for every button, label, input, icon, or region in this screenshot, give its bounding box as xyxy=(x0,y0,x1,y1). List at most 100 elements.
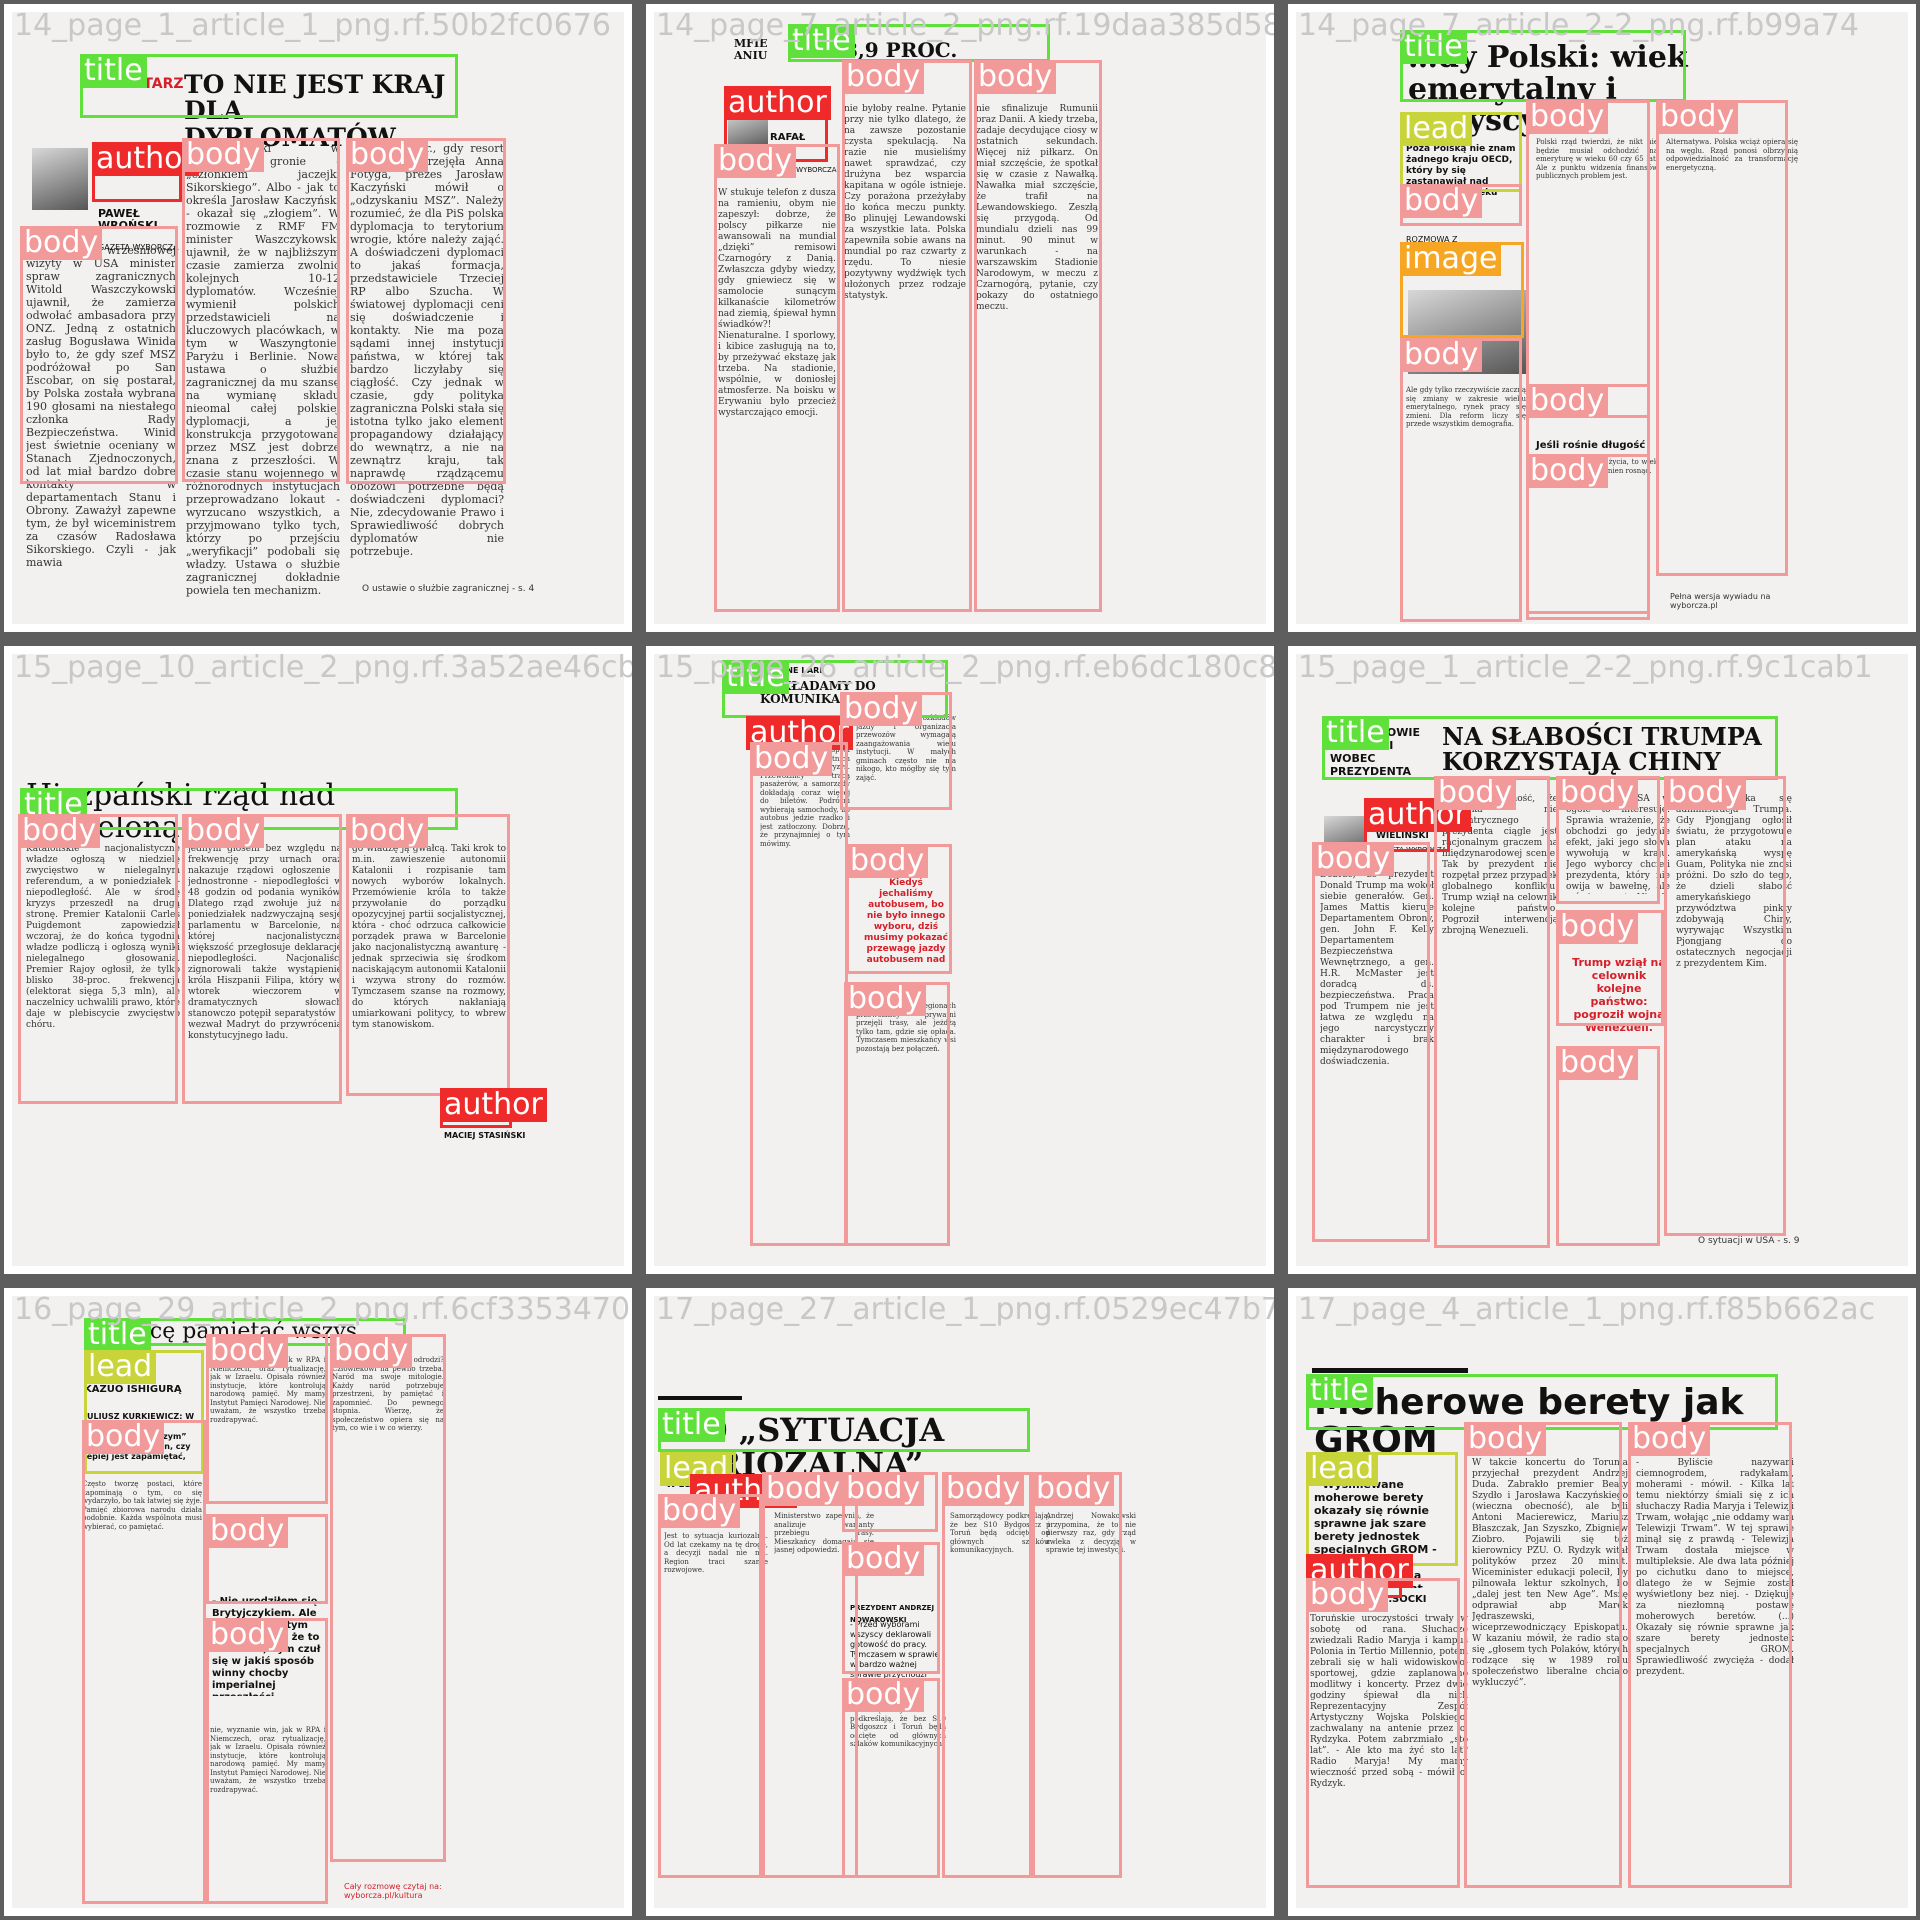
body-box[interactable]: body xyxy=(206,1514,328,1604)
newspaper-page: Hiszpański rząd nad Barceloną Kataloński… xyxy=(12,654,624,1266)
headline-rule xyxy=(1312,1368,1468,1373)
body-text: nie sfinalizuje Rumunii oraz Danii. A ki… xyxy=(976,104,1098,312)
tile-8[interactable]: 17_page_4_article_1_png.rf.f85b662ac Moh… xyxy=(1288,1288,1916,1916)
body-box[interactable]: body xyxy=(658,1494,762,1878)
author-photo xyxy=(32,148,88,210)
body-box[interactable]: body xyxy=(1032,1472,1122,1878)
body-box[interactable]: body xyxy=(1664,776,1786,1236)
body-box[interactable]: body xyxy=(842,1472,938,1532)
body-text: Dobrze, że prezydent Donald Trump ma wok… xyxy=(1320,870,1434,1067)
tile-5[interactable]: 15_page_1_article_2-2_png.rf.9c1cab1 GEN… xyxy=(1288,646,1916,1274)
label-tag: body xyxy=(1556,910,1639,944)
author-name: …SOCKI xyxy=(1382,1594,1427,1605)
label-tag: body xyxy=(1312,842,1395,876)
label-tag: body xyxy=(182,814,265,848)
body-text: Alternatywa. Polska wciąż opiera się na … xyxy=(1666,138,1798,172)
headline: …y chcę pamiętać wszys… xyxy=(82,1319,380,1344)
label-tag: image xyxy=(1400,242,1502,276)
body-text: W takcie koncertu do Torunia przyjechał … xyxy=(1472,1458,1628,1688)
author-box[interactable]: author xyxy=(746,716,853,750)
tile-2[interactable]: 14_page_7_article_2-2_png.rf.b99a74 …dy … xyxy=(1288,4,1916,632)
author-name: MACIEJ STASIŃSKI xyxy=(444,1131,526,1140)
body-box[interactable]: body xyxy=(1400,184,1522,226)
body-box[interactable]: body xyxy=(1306,1578,1460,1888)
title-box[interactable]: title xyxy=(788,24,1050,62)
label-tag: body xyxy=(1526,100,1609,134)
body-box[interactable]: body xyxy=(842,60,972,612)
body-box[interactable]: body xyxy=(750,742,848,1246)
body-box[interactable]: body xyxy=(182,814,342,1104)
body-box[interactable]: body xyxy=(18,814,178,1104)
body-box[interactable]: body xyxy=(714,144,840,612)
tile-6[interactable]: 16_page_29_article_2_png.rf.6cf33534708 … xyxy=(4,1288,632,1916)
tile-1[interactable]: 14_page_7_article_2_png.rf.19daa385d58 M… xyxy=(646,4,1274,632)
body-box[interactable]: body xyxy=(1556,1046,1660,1246)
body-text: Polski rząd twierdzi, że nikt nie będzie… xyxy=(1536,138,1658,180)
lead-box[interactable]: lead xyxy=(1400,112,1522,192)
body-text: Jest to sytuacja kuriozalna. Od lat czek… xyxy=(664,1532,768,1574)
body-box[interactable]: body xyxy=(1434,776,1550,1248)
body-box[interactable]: body xyxy=(346,814,510,1096)
page-reference: O ustawie o służbie zagranicznej - s. 4 xyxy=(362,584,535,594)
lead-box[interactable]: lead xyxy=(84,1350,204,1474)
body-box[interactable]: body xyxy=(20,226,178,484)
body-box[interactable]: body xyxy=(1400,338,1522,622)
body-box[interactable]: body xyxy=(346,138,506,484)
interviewee-name: KAZUO ISHIGURĄ xyxy=(84,1384,182,1395)
body-box[interactable]: body xyxy=(1556,776,1660,904)
interview-label: PREZYDENT ANDRZEJ NOWAKOWSKI xyxy=(850,1604,935,1624)
image-box[interactable]: image xyxy=(1400,242,1524,338)
newspaper-page: GENERAŁOWIE BEZRADNI WOBEC PREZYDENTA NA… xyxy=(1296,654,1908,1266)
label-tag: body xyxy=(1032,1472,1115,1506)
title-box[interactable]: title xyxy=(1322,716,1778,780)
headline: 98,9 PROC. xyxy=(830,38,958,62)
body-box[interactable]: body xyxy=(844,982,950,1246)
label-tag: lead xyxy=(1306,1452,1379,1486)
body-box[interactable]: body xyxy=(1628,1422,1792,1888)
body-box[interactable]: body xyxy=(1556,910,1664,1026)
label-tag: body xyxy=(844,982,927,1016)
tile-0[interactable]: 14_page_1_article_1_png.rf.50b2fc0676 KO… xyxy=(4,4,632,632)
label-tag: body xyxy=(206,1514,289,1548)
body-text: nie byłoby realne. Pytanie przy nie tylk… xyxy=(844,104,966,301)
title-box[interactable]: title xyxy=(1400,30,1686,102)
body-box[interactable]: body xyxy=(942,1472,1032,1878)
label-tag: title xyxy=(658,1408,725,1442)
tile-3[interactable]: 15_page_10_article_2_png.rf.3a52ae46cb8 … xyxy=(4,646,632,1274)
lead-box[interactable]: lead xyxy=(1306,1452,1458,1566)
title-box[interactable]: title xyxy=(658,1408,1030,1452)
author-org: GAZETA WYBORCZA xyxy=(766,166,837,174)
body-box[interactable]: body xyxy=(840,692,952,810)
body-box[interactable]: body xyxy=(330,1334,446,1862)
label-tag: author xyxy=(440,1088,547,1122)
body-box[interactable]: body xyxy=(1312,842,1430,1242)
label-tag: lead xyxy=(84,1350,157,1384)
body-box[interactable]: body xyxy=(206,1334,328,1504)
body-box[interactable]: body xyxy=(1656,100,1788,576)
body-box[interactable]: body xyxy=(842,1542,940,1674)
tile-4[interactable]: 15_page_26_article_2_png.rf.eb6dc180c8a … xyxy=(646,646,1274,1274)
newspaper-page: S10 „SYTUACJA KURIOZALNA” W zeszłym tygo… xyxy=(654,1296,1266,1908)
body-box[interactable]: body xyxy=(182,138,340,482)
body-box[interactable]: body xyxy=(762,1472,858,1878)
body-box[interactable]: body xyxy=(1526,100,1650,418)
body-box[interactable]: body xyxy=(846,844,952,974)
label-tag: title xyxy=(722,660,789,694)
body-box[interactable]: body xyxy=(974,60,1102,612)
author-box[interactable]: author xyxy=(92,142,199,202)
label-tag: body xyxy=(1556,776,1639,810)
label-tag: body xyxy=(846,844,929,878)
body-box[interactable]: body xyxy=(842,1678,940,1878)
body-box[interactable]: body xyxy=(1526,454,1650,620)
label-tag: body xyxy=(1664,776,1747,810)
body-box[interactable]: body xyxy=(82,1420,206,1904)
tile-7[interactable]: 17_page_27_article_1_png.rf.0529ec47b7a … xyxy=(646,1288,1274,1916)
body-text: W stukuje telefon z dusza na ramieniu, o… xyxy=(718,188,836,418)
headline-rule xyxy=(658,1396,742,1400)
label-tag: title xyxy=(1306,1374,1373,1408)
body-box[interactable]: body xyxy=(1464,1422,1622,1888)
title-box[interactable]: title xyxy=(80,54,458,118)
body-box[interactable]: body xyxy=(206,1618,328,1904)
label-tag: body xyxy=(206,1334,289,1368)
author-box[interactable]: author xyxy=(440,1088,547,1128)
